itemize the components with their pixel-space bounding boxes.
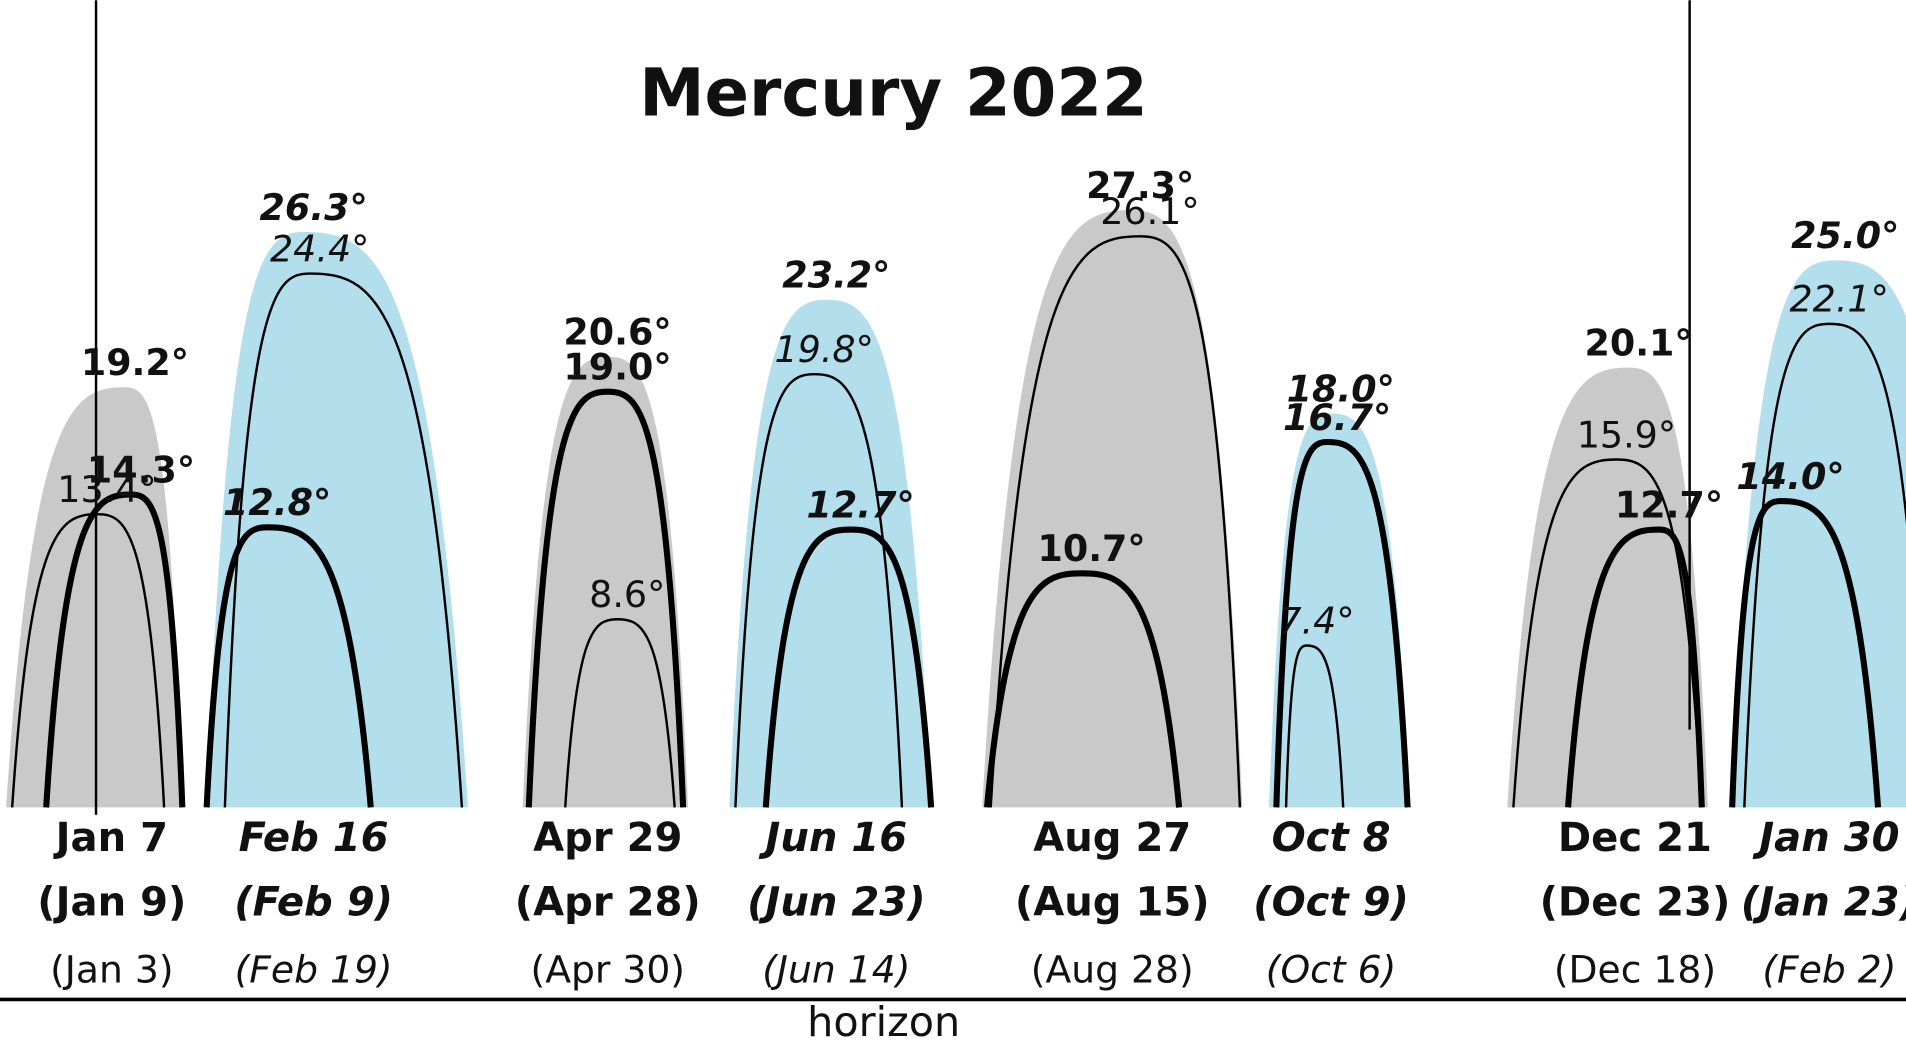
peak-label: 12.7° bbox=[807, 483, 915, 526]
peak-label: 19.0° bbox=[563, 346, 671, 389]
peak-label: 26.3° bbox=[260, 186, 368, 229]
apparition bbox=[982, 210, 1243, 808]
date-label: Apr 29 bbox=[533, 815, 682, 861]
peak-label: 12.8° bbox=[223, 481, 331, 524]
bold-curve bbox=[203, 524, 374, 808]
date-label: (Jan 9) bbox=[37, 880, 186, 926]
curves bbox=[6, 210, 1906, 808]
date-label: Oct 8 bbox=[1272, 815, 1391, 861]
peak-label: 10.7° bbox=[1037, 527, 1145, 570]
peak-label: 20.6° bbox=[563, 311, 671, 354]
apparition bbox=[1729, 260, 1906, 808]
date-label: (Apr 28) bbox=[515, 880, 701, 926]
thin-curve bbox=[1512, 458, 1703, 808]
peak-label: 27.3° bbox=[1086, 164, 1194, 207]
visibility-area bbox=[522, 356, 689, 808]
date-label: (Jun 23) bbox=[747, 880, 925, 926]
date-label: Jun 16 bbox=[758, 815, 907, 861]
apparition bbox=[1507, 367, 1708, 808]
date-label: (Jan 23) bbox=[1741, 880, 1906, 926]
date-label: (Jun 14) bbox=[762, 947, 910, 991]
visibility-area bbox=[982, 210, 1243, 808]
peak-label: 13.4° bbox=[57, 468, 156, 511]
peak-label: 18.0° bbox=[1287, 367, 1395, 410]
thin-curve bbox=[564, 618, 676, 808]
peak-label: 19.2° bbox=[81, 341, 189, 384]
bold-curve bbox=[1565, 526, 1705, 808]
date-label: (Feb 9) bbox=[234, 880, 393, 926]
peak-label: 20.1° bbox=[1584, 321, 1692, 364]
peak-label: 8.6° bbox=[589, 573, 665, 616]
apparition bbox=[729, 299, 935, 808]
peak-label: 24.4° bbox=[270, 227, 369, 270]
bold-curve bbox=[762, 526, 935, 808]
visibility-area bbox=[1507, 367, 1708, 808]
bold-curve bbox=[43, 491, 186, 808]
apparition bbox=[203, 231, 468, 808]
visibility-area bbox=[1269, 413, 1411, 808]
peak-label: 25.0° bbox=[1791, 214, 1899, 257]
date-label: Jan 7 bbox=[53, 815, 168, 861]
peak-label: 19.8° bbox=[774, 328, 873, 371]
date-label: (Dec 23) bbox=[1540, 880, 1731, 926]
peak-label: 14.0° bbox=[1736, 455, 1844, 498]
date-label: (Oct 9) bbox=[1253, 880, 1409, 926]
thin-curve bbox=[223, 272, 464, 808]
bold-curve bbox=[984, 570, 1183, 808]
peak-label: 14.3° bbox=[87, 448, 195, 491]
thin-curve bbox=[1284, 644, 1345, 808]
peak-label: 23.2° bbox=[782, 254, 890, 297]
date-label: Jan 30 bbox=[1752, 815, 1899, 861]
date-label: (Feb 19) bbox=[235, 947, 393, 991]
peak-label: 15.9° bbox=[1577, 413, 1676, 456]
date-label: (Jan 3) bbox=[50, 947, 173, 991]
date-label: (Oct 6) bbox=[1266, 947, 1396, 991]
peak-label: 12.7° bbox=[1615, 483, 1723, 526]
bold-curve bbox=[525, 388, 687, 808]
peak-label: 16.7° bbox=[1283, 396, 1391, 439]
date-label: (Apr 30) bbox=[531, 947, 685, 991]
visibility-area bbox=[206, 231, 468, 808]
bold-curve bbox=[1729, 498, 1882, 808]
date-label: Dec 21 bbox=[1558, 815, 1712, 861]
date-label: Aug 27 bbox=[1033, 815, 1191, 861]
date-label: Feb 16 bbox=[239, 815, 389, 861]
thin-curve bbox=[989, 235, 1242, 808]
x-axis-label: horizon bbox=[807, 998, 960, 1046]
thin-curve bbox=[734, 372, 904, 808]
chart-title: Mercury 2022 bbox=[639, 56, 1147, 132]
date-label: (Dec 18) bbox=[1554, 947, 1716, 991]
date-label: (Aug 15) bbox=[1015, 880, 1210, 926]
date-label: (Aug 28) bbox=[1031, 947, 1194, 991]
peak-label: 26.1° bbox=[1100, 190, 1199, 233]
bold-curve bbox=[1273, 438, 1411, 808]
thin-curve bbox=[1743, 322, 1906, 808]
apparition bbox=[1269, 413, 1411, 808]
peak-label: 7.4° bbox=[1278, 599, 1354, 642]
date-label: (Feb 2) bbox=[1762, 947, 1896, 991]
peak-label: 22.1° bbox=[1789, 278, 1888, 321]
apparition bbox=[522, 356, 689, 808]
